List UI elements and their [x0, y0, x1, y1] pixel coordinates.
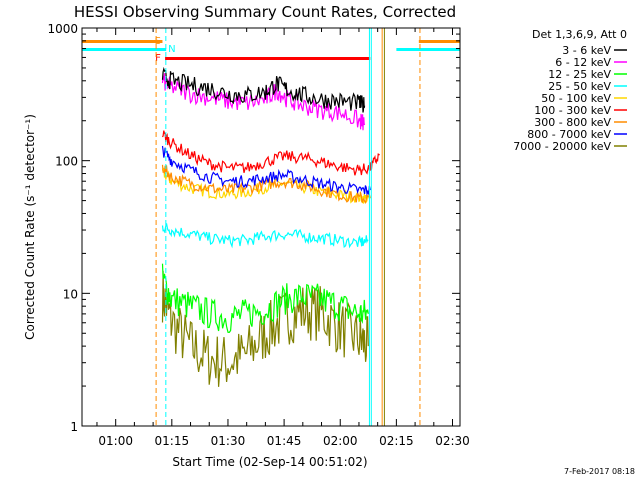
series-layer: [161, 66, 380, 387]
series-line: [161, 130, 380, 176]
legend-entry-label: 100 - 300 keV: [534, 104, 611, 117]
legend-entry-label: 25 - 50 keV: [548, 80, 611, 93]
x-axis-label: Start Time (02-Sep-14 00:51:02): [172, 455, 367, 469]
y-tick-label: 10: [63, 287, 78, 301]
y-tick-label: 1000: [47, 22, 78, 36]
y-axis-label: Corrected Count Rate (s⁻¹ detector⁻¹): [23, 114, 37, 340]
legend-entry-label: 300 - 800 keV: [534, 116, 611, 129]
series-line: [161, 270, 369, 387]
flare-flag-bar: [165, 57, 371, 60]
series-line: [161, 66, 366, 113]
x-tick-label: 02:15: [379, 434, 414, 448]
x-tick-label: 01:30: [211, 434, 246, 448]
footer-date: 7-Feb-2017 08:18: [564, 467, 635, 476]
legend-entry-label: 7000 - 20000 keV: [513, 140, 611, 153]
night-flag-label: N: [168, 44, 175, 55]
y-tick-label: 100: [55, 155, 78, 169]
y-axis: 1 10 100 1000: [47, 22, 460, 434]
series-line: [161, 145, 371, 196]
flare-flag-label: F: [155, 53, 161, 64]
legend-entry-label: 6 - 12 keV: [555, 56, 611, 69]
saa-flag-label: S: [155, 36, 161, 47]
night-flag-bar: [396, 48, 460, 51]
series-line: [161, 164, 371, 205]
x-tick-label: 01:15: [155, 434, 190, 448]
plot-area: SNF 01:00 01:15 01:30 01:45 02:00 02:15 02:30 …: [47, 22, 469, 448]
series-line: [161, 73, 366, 131]
legend-entry-label: 3 - 6 keV: [562, 44, 611, 57]
chart-title: HESSI Observing Summary Count Rates, Cor…: [74, 3, 456, 21]
series-line: [161, 223, 369, 249]
x-axis: 01:00 01:15 01:30 01:45 02:00 02:15 02:30: [96, 28, 470, 448]
x-tick-label: 02:30: [435, 434, 470, 448]
series-line: [161, 263, 369, 334]
y-tick-label: 1: [70, 420, 78, 434]
legend-entry-label: 800 - 7000 keV: [527, 128, 611, 141]
night-flag-bar: [82, 48, 167, 51]
saa-flag-bar: [418, 40, 460, 43]
saa-flag-bar: [82, 40, 163, 43]
attenuator-transition-lines: [81, 28, 421, 426]
x-tick-label: 01:45: [267, 434, 302, 448]
x-tick-label: 01:00: [98, 434, 133, 448]
observing-flag-bars: SNF: [82, 36, 460, 64]
legend-entry-label: 50 - 100 keV: [541, 92, 611, 105]
plot-frame: [81, 27, 461, 427]
legend-header: Det 1,3,6,9, Att 0: [532, 28, 627, 41]
legend-entry-label: 12 - 25 keV: [548, 68, 611, 81]
x-tick-label: 02:00: [323, 434, 358, 448]
